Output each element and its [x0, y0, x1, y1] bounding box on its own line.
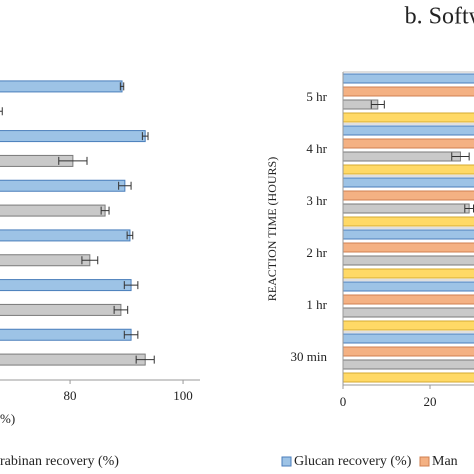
x-axis-label: %) [0, 411, 15, 426]
legend-label: rabinan recovery (%) [0, 454, 119, 469]
error-bar [118, 181, 132, 190]
bar [343, 125, 474, 136]
bar [343, 73, 474, 84]
bar [0, 254, 91, 267]
bar [343, 294, 474, 305]
legend-label: Glucan recovery (%) [294, 454, 412, 469]
y-tick-label: 2 hr [306, 245, 327, 260]
error-bar [141, 132, 149, 141]
plot [343, 71, 474, 383]
bar [343, 151, 461, 162]
bar [343, 359, 474, 370]
error-bar [81, 256, 99, 265]
y-tick-label: 5 hr [306, 89, 327, 104]
bar [343, 216, 474, 227]
error-bar [100, 206, 110, 215]
error-bar [451, 152, 470, 161]
bar [0, 229, 131, 242]
y-tick-label: 30 min [291, 349, 328, 364]
bar [0, 80, 123, 93]
legend-label: Man [432, 454, 458, 469]
legend-swatch [281, 456, 292, 467]
bar [0, 303, 122, 316]
legend-swatch [419, 456, 430, 467]
bar [343, 190, 474, 201]
bar [343, 346, 474, 357]
error-bar [126, 231, 134, 240]
error-bar [370, 100, 385, 109]
x-tick-label: 80 [64, 388, 77, 403]
bar [343, 177, 474, 188]
bar [343, 229, 474, 240]
bar [343, 112, 474, 123]
bar [343, 164, 474, 175]
error-bar [119, 82, 125, 91]
bar [0, 279, 132, 292]
bar [343, 242, 474, 253]
bar [343, 372, 474, 383]
bar [0, 130, 146, 143]
bar [343, 333, 474, 344]
y-tick-label: 4 hr [306, 141, 327, 156]
bar [0, 179, 126, 192]
bar [343, 281, 474, 292]
y-tick-label: 3 hr [306, 193, 327, 208]
chart-title: b. Softwoo [405, 4, 474, 30]
bar [343, 307, 474, 318]
bar [343, 203, 470, 214]
error-bar [58, 156, 88, 165]
bar [343, 320, 474, 331]
bar [0, 204, 106, 217]
bar [343, 86, 474, 97]
x-tick-label: 100 [173, 388, 193, 403]
error-bar [123, 281, 139, 290]
bar [343, 138, 474, 149]
y-tick-label: 1 hr [306, 297, 327, 312]
bar [343, 268, 474, 279]
bar [343, 255, 474, 266]
x-tick-label: 0 [340, 394, 347, 409]
plot [0, 80, 155, 366]
error-bar [123, 330, 139, 339]
bar [0, 353, 146, 366]
x-tick-label: 20 [424, 394, 437, 409]
bar [0, 328, 132, 341]
y-axis-label: REACTION TIME (HOURS) [265, 157, 279, 301]
error-bar [0, 107, 3, 116]
error-bar [135, 355, 155, 364]
error-bar [113, 305, 129, 314]
